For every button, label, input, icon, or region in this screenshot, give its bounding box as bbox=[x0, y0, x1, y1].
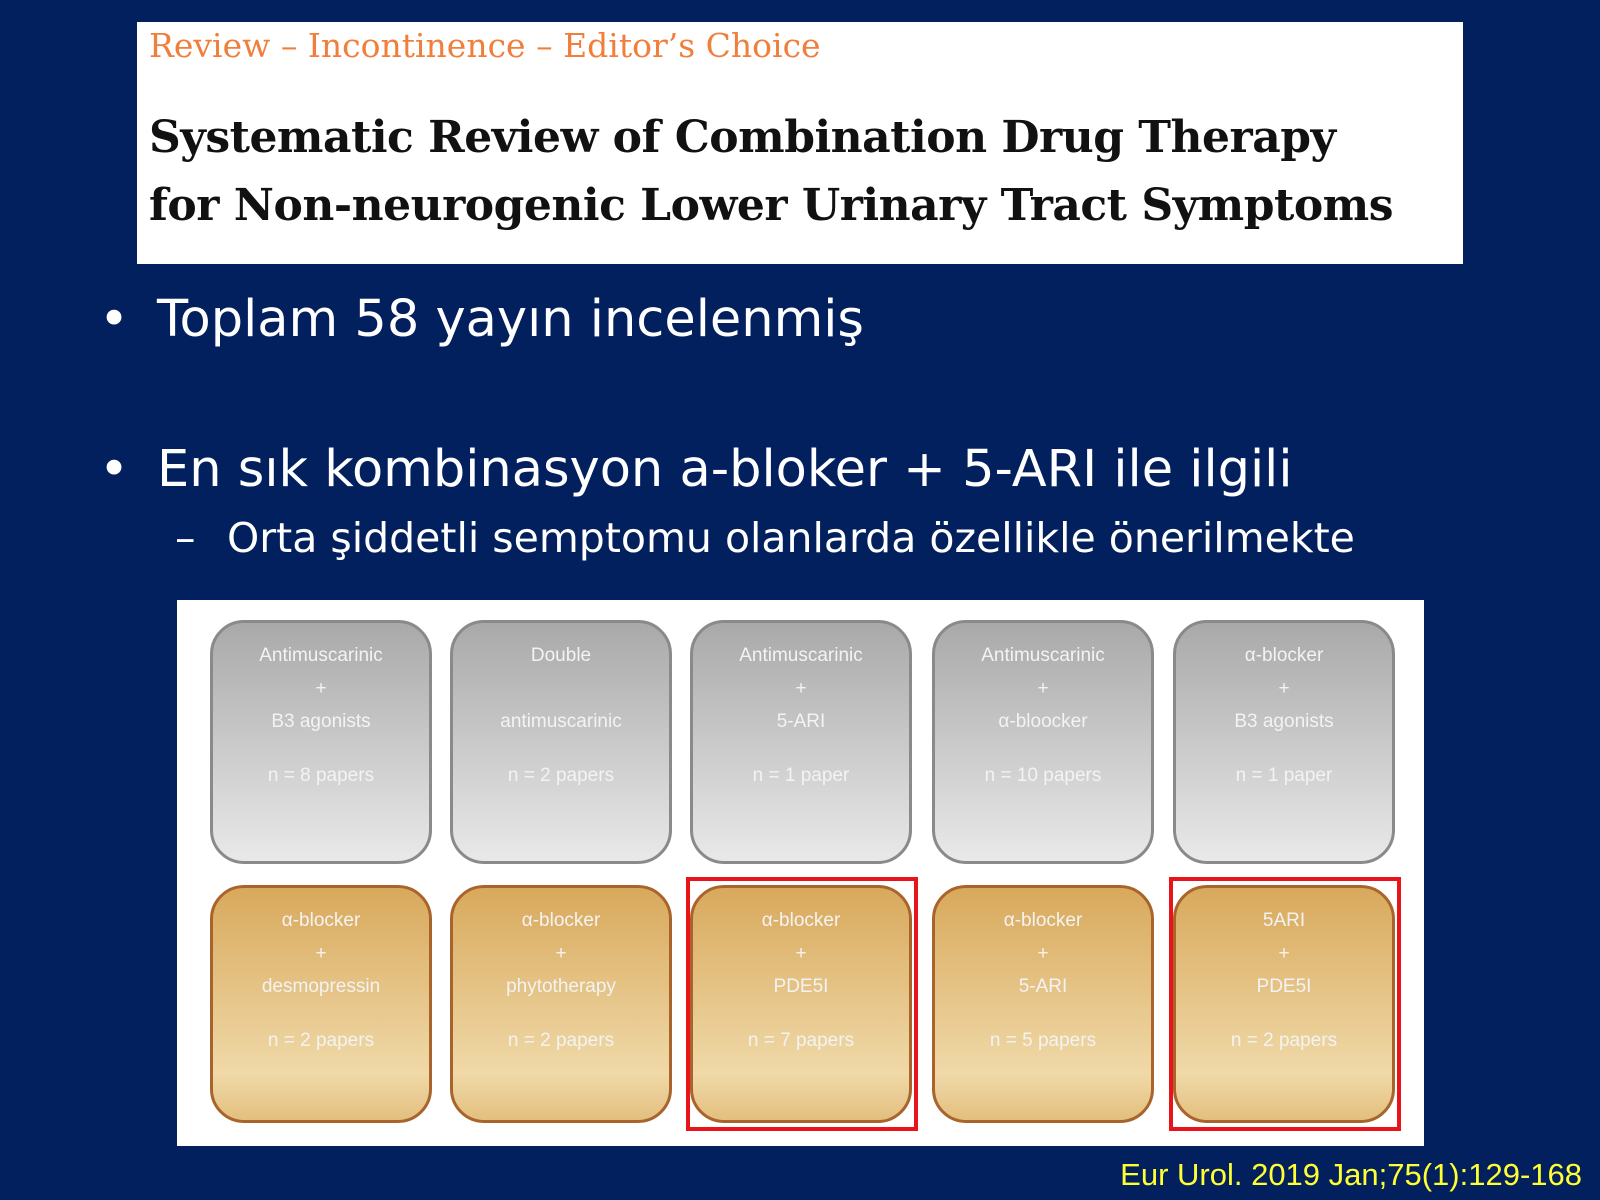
paper-count: n = 1 paper bbox=[1235, 765, 1333, 786]
article-category: Review – Incontinence – Editor’s Choice bbox=[149, 26, 821, 65]
paper-count: n = 2 papers bbox=[1230, 1030, 1338, 1051]
sub-bullet-marker: – bbox=[175, 514, 196, 562]
article-header: Review – Incontinence – Editor’s Choice … bbox=[137, 22, 1463, 264]
combination-card: α-blocker +5-ARI n = 5 papers bbox=[932, 885, 1154, 1123]
paper-count: n = 2 papers bbox=[267, 1030, 375, 1051]
bullet-text: Toplam 58 yayın incelenmiş bbox=[157, 290, 865, 349]
paper-count: n = 5 papers bbox=[989, 1030, 1097, 1051]
drug-label: phytotherapy bbox=[506, 976, 616, 997]
paper-count: n = 7 papers bbox=[747, 1030, 855, 1051]
drug-label: PDE5I bbox=[773, 976, 829, 997]
citation: Eur Urol. 2019 Jan;75(1):129-168 bbox=[1120, 1157, 1582, 1192]
combination-card: α-blocker + phytotherapy n = 2 papers bbox=[450, 885, 672, 1123]
plus-sign: + bbox=[795, 678, 807, 699]
combination-figure: Antimuscarinic + B3 agonists n = 8 papers Do… bbox=[177, 600, 1424, 1146]
bullet-1: • Toplam 58 yayın incelenmiş bbox=[99, 290, 865, 349]
combination-card: Double antimuscarinic n = 2 papers bbox=[450, 620, 672, 864]
combination-card: Antimuscarinic +5-ARI n = 1 paper bbox=[690, 620, 912, 864]
plus-sign: + bbox=[1037, 943, 1049, 964]
plus-sign: + bbox=[555, 943, 567, 964]
combination-card: α-blocker + desmopressin n = 2 papers bbox=[210, 885, 432, 1123]
bullet-2: • En sık kombinasyon a-bloker + 5-ARI il… bbox=[99, 440, 1293, 499]
drug-label: antimuscarinic bbox=[500, 711, 622, 732]
drug-label: desmopressin bbox=[261, 976, 381, 997]
drug-label: 5-ARI bbox=[776, 711, 826, 732]
drug-label: B3 agonists bbox=[271, 711, 371, 732]
drug-label: 5ARI bbox=[1262, 910, 1306, 931]
drug-label: PDE5I bbox=[1256, 976, 1312, 997]
highlight-box bbox=[686, 877, 918, 1131]
paper-count: n = 1 paper bbox=[752, 765, 850, 786]
drug-label: 5-ARI bbox=[1018, 976, 1068, 997]
plus-sign: + bbox=[795, 943, 807, 964]
combination-card: Antimuscarinic + B3 agonists n = 8 papers bbox=[210, 620, 432, 864]
bullet-marker: • bbox=[99, 440, 130, 499]
highlight-box bbox=[1169, 877, 1401, 1131]
title-line-2: for Non-neurogenic Lower Urinary Tract S… bbox=[149, 180, 1394, 231]
combination-card: Antimuscarinic + α-bloocker n = 10 papers bbox=[932, 620, 1154, 864]
drug-label: α-blocker bbox=[521, 910, 601, 931]
drug-label: α-blocker bbox=[1244, 645, 1324, 666]
paper-count: n = 2 papers bbox=[507, 765, 615, 786]
combination-card: α-blocker + B3 agonists n = 1 paper bbox=[1173, 620, 1395, 864]
drug-label: Antimuscarinic bbox=[739, 645, 863, 666]
article-title: Systematic Review of Combination Drug Th… bbox=[149, 104, 1394, 240]
drug-label: Antimuscarinic bbox=[981, 645, 1105, 666]
drug-label: α-blocker bbox=[1003, 910, 1083, 931]
sub-bullet-text: Orta şiddetli semptomu olanlarda özellik… bbox=[227, 514, 1355, 562]
paper-count: n = 2 papers bbox=[507, 1030, 615, 1051]
plus-sign: + bbox=[1278, 678, 1290, 699]
sub-bullet: – Orta şiddetli semptomu olanlarda özell… bbox=[175, 514, 1355, 562]
title-line-1: Systematic Review of Combination Drug Th… bbox=[149, 112, 1336, 163]
drug-label: α-bloocker bbox=[998, 711, 1088, 732]
combination-card: 5ARI + PDE5I n = 2 papers bbox=[1173, 885, 1395, 1123]
drug-label: α-blocker bbox=[761, 910, 841, 931]
drug-label: Antimuscarinic bbox=[259, 645, 383, 666]
plus-sign: + bbox=[315, 678, 327, 699]
drug-label: α-blocker bbox=[281, 910, 361, 931]
drug-label: Double bbox=[530, 645, 592, 666]
plus-sign: + bbox=[1278, 943, 1290, 964]
drug-label: B3 agonists bbox=[1234, 711, 1334, 732]
bullet-marker: • bbox=[99, 290, 130, 349]
plus-sign: + bbox=[1037, 678, 1049, 699]
paper-count: n = 10 papers bbox=[984, 765, 1102, 786]
combination-card: α-blocker + PDE5I n = 7 papers bbox=[690, 885, 912, 1123]
paper-count: n = 8 papers bbox=[267, 765, 375, 786]
bullet-text: En sık kombinasyon a-bloker + 5-ARI ile … bbox=[157, 440, 1293, 499]
plus-sign: + bbox=[315, 943, 327, 964]
